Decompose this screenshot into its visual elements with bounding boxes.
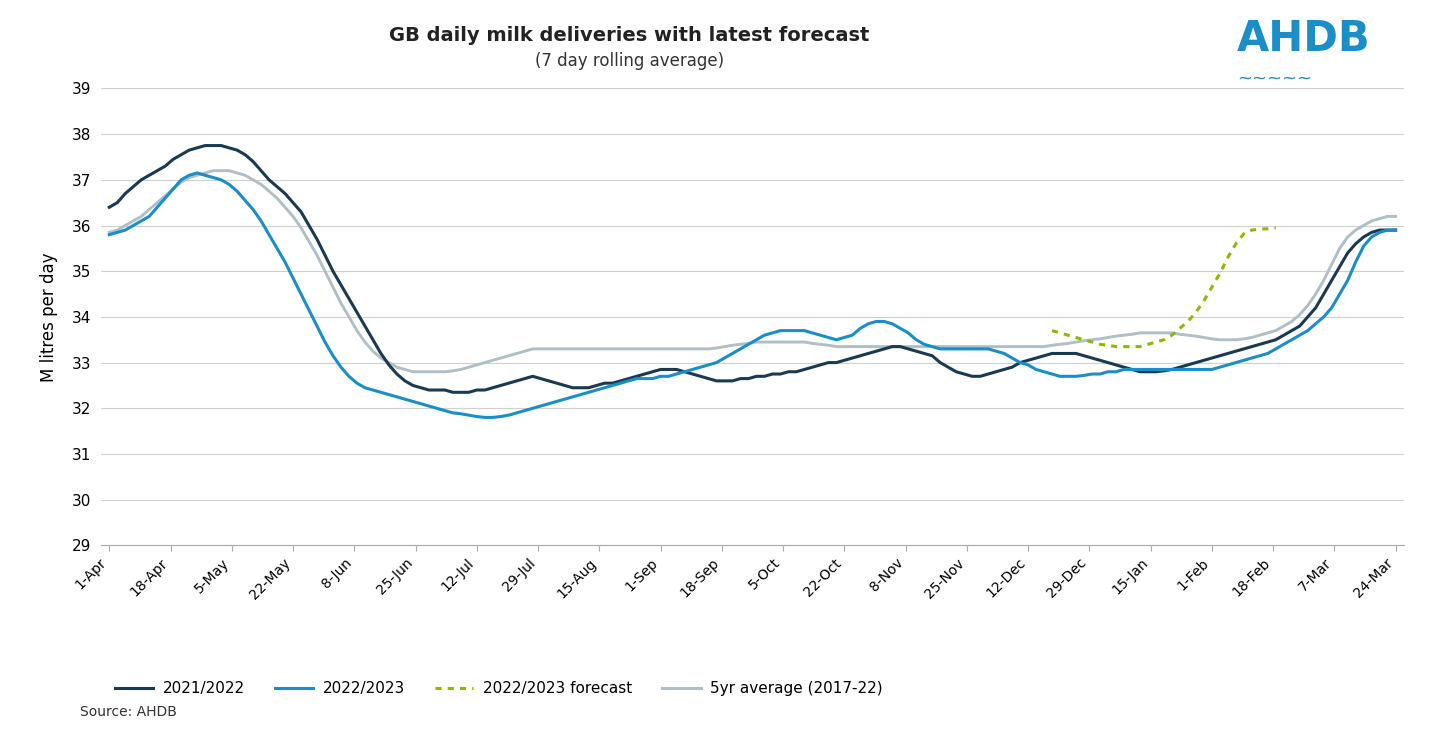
- Text: AHDB: AHDB: [1237, 18, 1370, 60]
- Text: GB daily milk deliveries with latest forecast: GB daily milk deliveries with latest for…: [389, 26, 870, 45]
- Text: ~~~~~: ~~~~~: [1237, 70, 1312, 88]
- Text: Source: AHDB: Source: AHDB: [80, 705, 177, 719]
- Text: (7 day rolling average): (7 day rolling average): [535, 52, 724, 69]
- Legend: 2021/2022, 2022/2023, 2022/2023 forecast, 5yr average (2017-22): 2021/2022, 2022/2023, 2022/2023 forecast…: [109, 675, 888, 702]
- Y-axis label: M litres per day: M litres per day: [41, 252, 58, 382]
